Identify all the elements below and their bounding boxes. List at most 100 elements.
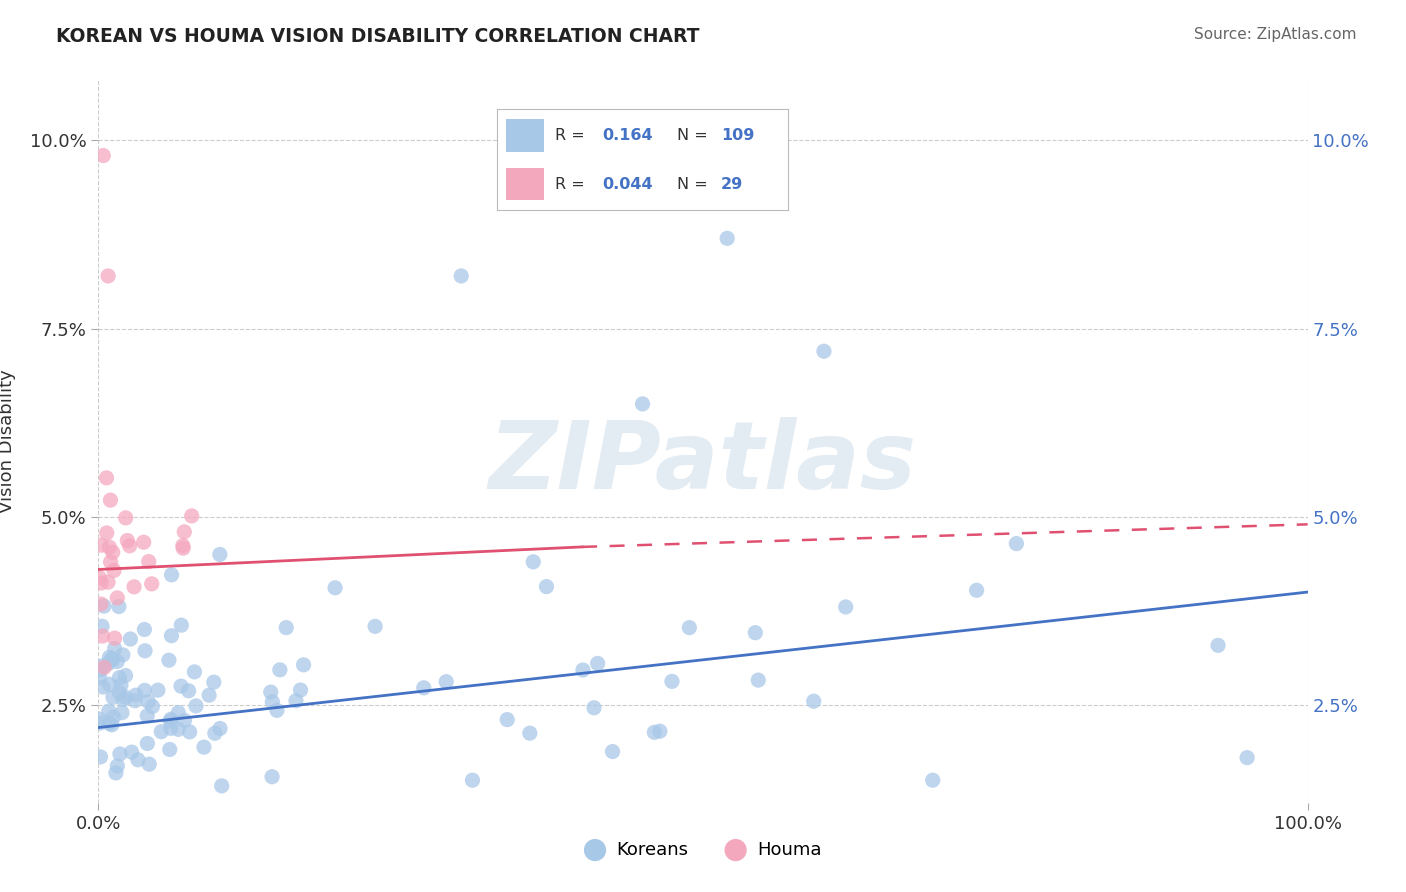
Point — [101, 545, 124, 559]
Point — [292, 657, 315, 672]
Point — [648, 724, 671, 739]
Point — [89, 712, 111, 726]
Point — [98, 716, 121, 731]
Point — [91, 148, 114, 162]
Point — [97, 575, 120, 590]
Point — [111, 706, 134, 720]
Point — [661, 674, 683, 689]
Point — [921, 773, 943, 788]
Point — [114, 511, 136, 525]
Point — [173, 714, 195, 728]
Point — [108, 686, 131, 700]
Point — [208, 548, 231, 562]
Point — [582, 700, 605, 714]
Point — [100, 652, 122, 666]
Point — [103, 710, 125, 724]
Point — [813, 344, 835, 359]
Point — [266, 703, 288, 717]
Point — [747, 673, 769, 687]
Point — [97, 657, 120, 671]
Point — [260, 685, 283, 699]
Point — [262, 695, 284, 709]
Point — [108, 599, 131, 614]
Point — [450, 268, 472, 283]
Point — [117, 533, 139, 548]
Point — [118, 539, 141, 553]
Text: Source: ZipAtlas.com: Source: ZipAtlas.com — [1194, 27, 1357, 42]
Point — [496, 713, 519, 727]
Point — [208, 722, 231, 736]
Point — [121, 745, 143, 759]
Point — [89, 750, 111, 764]
Point — [91, 619, 114, 633]
Point — [141, 577, 163, 591]
Point — [104, 766, 127, 780]
Point — [101, 690, 124, 705]
Point — [105, 655, 128, 669]
Point — [159, 742, 181, 756]
Point — [803, 694, 825, 708]
Point — [184, 698, 207, 713]
Point — [170, 618, 193, 632]
Point — [101, 653, 124, 667]
Point — [198, 688, 221, 702]
Point — [96, 525, 118, 540]
Point — [90, 576, 112, 591]
Point — [132, 535, 155, 549]
Point — [643, 725, 665, 739]
Point — [97, 268, 120, 283]
Point — [323, 581, 346, 595]
Point — [536, 580, 558, 594]
Point — [114, 690, 136, 705]
Point — [91, 629, 114, 643]
Point — [127, 753, 149, 767]
Point — [90, 663, 112, 677]
Point — [269, 663, 291, 677]
Point — [519, 726, 541, 740]
Point — [285, 694, 308, 708]
Point — [114, 668, 136, 682]
Point — [89, 671, 111, 685]
Point — [572, 663, 595, 677]
Point — [602, 745, 624, 759]
Point — [125, 688, 148, 702]
Point — [167, 706, 190, 720]
Point — [170, 679, 193, 693]
Point — [160, 629, 183, 643]
Text: KOREAN VS HOUMA VISION DISABILITY CORRELATION CHART: KOREAN VS HOUMA VISION DISABILITY CORREL… — [56, 27, 700, 45]
Text: ZIPatlas: ZIPatlas — [489, 417, 917, 509]
Point — [98, 540, 121, 554]
Point — [172, 541, 194, 556]
Legend: Koreans, Houma: Koreans, Houma — [576, 834, 830, 866]
Point — [631, 397, 654, 411]
Point — [1206, 639, 1229, 653]
Point — [122, 580, 145, 594]
Point — [177, 683, 200, 698]
Point — [124, 694, 146, 708]
Point — [461, 773, 484, 788]
Point — [150, 724, 173, 739]
Point — [146, 683, 169, 698]
Point — [138, 555, 160, 569]
Point — [364, 619, 387, 633]
Point — [93, 599, 115, 613]
Point — [98, 650, 121, 665]
Point — [434, 674, 457, 689]
Point — [134, 623, 156, 637]
Point — [744, 625, 766, 640]
Point — [97, 704, 120, 718]
Point — [103, 563, 125, 577]
Point — [193, 740, 215, 755]
Point — [678, 621, 700, 635]
Point — [136, 708, 159, 723]
Point — [1236, 750, 1258, 764]
Point — [138, 757, 160, 772]
Point — [98, 677, 121, 691]
Point — [160, 712, 183, 726]
Point — [136, 695, 159, 709]
Point — [104, 641, 127, 656]
Point — [108, 671, 131, 685]
Point — [111, 648, 134, 662]
Point — [716, 231, 738, 245]
Point — [586, 657, 609, 671]
